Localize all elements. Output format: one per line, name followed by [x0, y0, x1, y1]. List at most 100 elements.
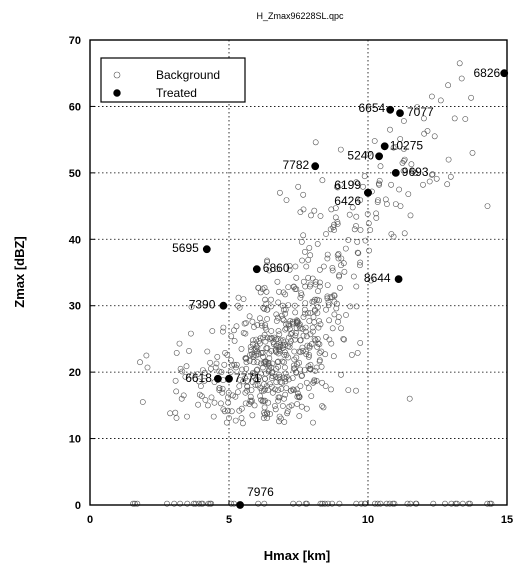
background-point	[289, 329, 295, 336]
background-point	[371, 138, 378, 144]
background-point	[291, 302, 298, 309]
background-point	[399, 159, 406, 166]
background-point	[281, 419, 288, 425]
background-point	[235, 294, 242, 301]
background-point	[273, 318, 280, 324]
background-point	[325, 302, 332, 308]
background-point	[413, 500, 420, 507]
background-point	[336, 273, 342, 280]
background-point	[221, 361, 228, 368]
background-point	[218, 369, 225, 375]
background-point	[242, 375, 248, 381]
background-point	[310, 419, 316, 426]
treated-point-label: 6826	[473, 66, 500, 80]
background-point	[231, 337, 238, 344]
background-point	[258, 360, 264, 367]
background-point	[353, 223, 359, 229]
background-point	[316, 266, 323, 273]
background-point	[383, 201, 390, 207]
background-point	[407, 212, 414, 219]
background-point	[271, 403, 278, 409]
background-point	[298, 373, 305, 379]
background-point	[324, 251, 331, 258]
background-points	[130, 60, 495, 507]
background-point	[248, 351, 255, 358]
background-point	[311, 377, 318, 383]
background-point	[299, 326, 306, 332]
background-point	[254, 344, 261, 351]
background-point	[272, 406, 279, 413]
background-point	[353, 213, 360, 220]
background-point	[216, 368, 223, 375]
background-point	[180, 392, 187, 399]
background-point	[253, 345, 259, 352]
background-point	[317, 321, 324, 328]
background-point	[316, 318, 322, 324]
background-point	[353, 283, 360, 290]
background-point	[307, 365, 314, 372]
background-point	[292, 309, 299, 316]
background-point	[262, 386, 268, 393]
background-point	[373, 210, 379, 217]
treated-points: 6826 6654 7077 10275 5240 7782 9693 6199 6426 569…	[172, 66, 509, 509]
background-point	[276, 189, 283, 196]
background-point	[177, 500, 183, 507]
background-point	[294, 390, 301, 397]
background-point	[243, 320, 249, 326]
background-point	[273, 311, 280, 318]
background-point	[190, 500, 197, 507]
background-point	[277, 337, 284, 344]
background-point	[336, 272, 342, 279]
background-point	[290, 500, 297, 507]
background-point	[257, 289, 264, 296]
x-tick-label: 5	[226, 514, 232, 526]
background-point	[328, 340, 335, 347]
background-point	[323, 231, 329, 237]
background-point	[276, 413, 283, 420]
legend-background-label: Background	[156, 68, 220, 82]
background-point	[242, 400, 249, 407]
background-point	[282, 391, 289, 398]
background-point	[273, 336, 279, 343]
background-point	[353, 387, 359, 394]
background-point	[329, 264, 336, 271]
background-point	[437, 97, 444, 104]
background-point	[293, 354, 300, 361]
background-point	[386, 500, 393, 507]
background-point	[237, 377, 243, 383]
x-axis-label: Hmax [km]	[264, 548, 330, 563]
y-tick-label: 30	[69, 301, 81, 313]
background-point	[279, 316, 286, 322]
background-point	[172, 409, 179, 416]
treated-point	[252, 265, 261, 274]
background-point	[355, 250, 362, 257]
background-point	[328, 206, 335, 213]
background-point	[305, 274, 312, 281]
y-tick-label: 20	[69, 367, 81, 379]
background-point	[275, 397, 282, 404]
background-point	[303, 405, 310, 412]
background-point	[308, 212, 314, 219]
background-point	[302, 500, 309, 507]
background-point	[131, 500, 138, 507]
background-point	[254, 382, 261, 389]
background-point	[353, 179, 360, 186]
background-point	[269, 335, 275, 342]
background-point	[283, 197, 290, 203]
background-point	[301, 310, 308, 317]
background-point	[240, 296, 247, 302]
background-point	[184, 500, 191, 507]
background-point	[305, 385, 312, 391]
background-point	[260, 387, 267, 394]
y-tick-label: 40	[69, 234, 81, 246]
background-point	[253, 367, 260, 373]
background-point	[469, 149, 476, 156]
background-point	[198, 393, 205, 399]
treated-point-label: 6654	[358, 101, 385, 115]
background-point	[247, 397, 254, 404]
background-point	[202, 397, 209, 403]
background-point	[226, 415, 232, 421]
background-point	[407, 500, 414, 507]
background-point	[234, 302, 241, 309]
background-point	[224, 407, 231, 414]
